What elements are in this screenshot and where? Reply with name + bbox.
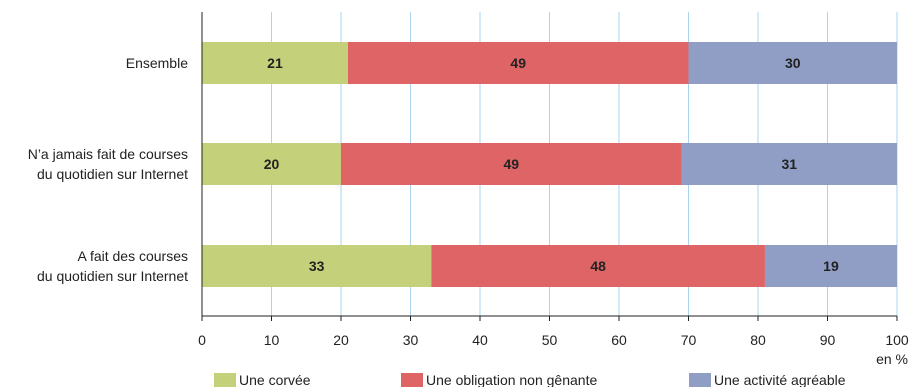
legend-label: Une obligation non gênante bbox=[426, 372, 597, 387]
legend: Une corvée Une obligation non gênante Une … bbox=[214, 372, 846, 387]
bar-segment bbox=[681, 143, 897, 185]
data-label: 20 bbox=[264, 156, 280, 172]
bar-segment bbox=[202, 245, 432, 287]
x-axis-unit-label: en % bbox=[876, 351, 908, 367]
data-label: 49 bbox=[510, 55, 526, 71]
x-tick-label: 60 bbox=[611, 332, 627, 348]
x-tick-label: 50 bbox=[542, 332, 558, 348]
data-label: 48 bbox=[590, 258, 606, 274]
legend-label: Une corvée bbox=[239, 372, 311, 387]
bar-segment bbox=[347, 42, 689, 84]
data-label: 49 bbox=[503, 156, 519, 172]
data-label: 21 bbox=[267, 55, 283, 71]
bar-segment bbox=[431, 245, 765, 287]
bar-segment bbox=[764, 245, 897, 287]
data-label: 19 bbox=[823, 258, 839, 274]
category-label: N’a jamais fait de courses bbox=[28, 146, 188, 162]
legend-swatch bbox=[401, 373, 423, 387]
x-tick-label: 0 bbox=[198, 332, 206, 348]
bar-segment bbox=[202, 42, 348, 84]
x-tick-label: 100 bbox=[885, 332, 909, 348]
data-label: 33 bbox=[309, 258, 325, 274]
category-label: du quotidien sur Internet bbox=[37, 166, 188, 182]
bar-segment bbox=[688, 42, 897, 84]
x-axis: 0 10 20 30 40 50 60 70 80 90 100 bbox=[198, 12, 909, 348]
bar-segment bbox=[202, 143, 341, 185]
bars: 21 49 30 20 49 31 33 48 19 bbox=[202, 42, 897, 287]
category-label: Ensemble bbox=[126, 55, 188, 71]
bar-segment bbox=[341, 143, 682, 185]
x-tick-label: 10 bbox=[264, 332, 280, 348]
data-label: 31 bbox=[781, 156, 797, 172]
x-tick-label: 90 bbox=[820, 332, 836, 348]
x-tick-label: 80 bbox=[750, 332, 766, 348]
data-label: 30 bbox=[785, 55, 801, 71]
category-label: A fait des courses bbox=[77, 248, 188, 264]
category-label: du quotidien sur Internet bbox=[37, 268, 188, 284]
x-tick-label: 40 bbox=[472, 332, 488, 348]
x-tick-label: 30 bbox=[403, 332, 419, 348]
legend-label: Une activité agréable bbox=[714, 372, 846, 387]
legend-swatch bbox=[214, 373, 236, 387]
legend-swatch bbox=[689, 373, 711, 387]
x-tick-label: 70 bbox=[681, 332, 697, 348]
x-tick-label: 20 bbox=[333, 332, 349, 348]
category-labels: Ensemble N’a jamais fait de courses du quo… bbox=[28, 55, 189, 284]
